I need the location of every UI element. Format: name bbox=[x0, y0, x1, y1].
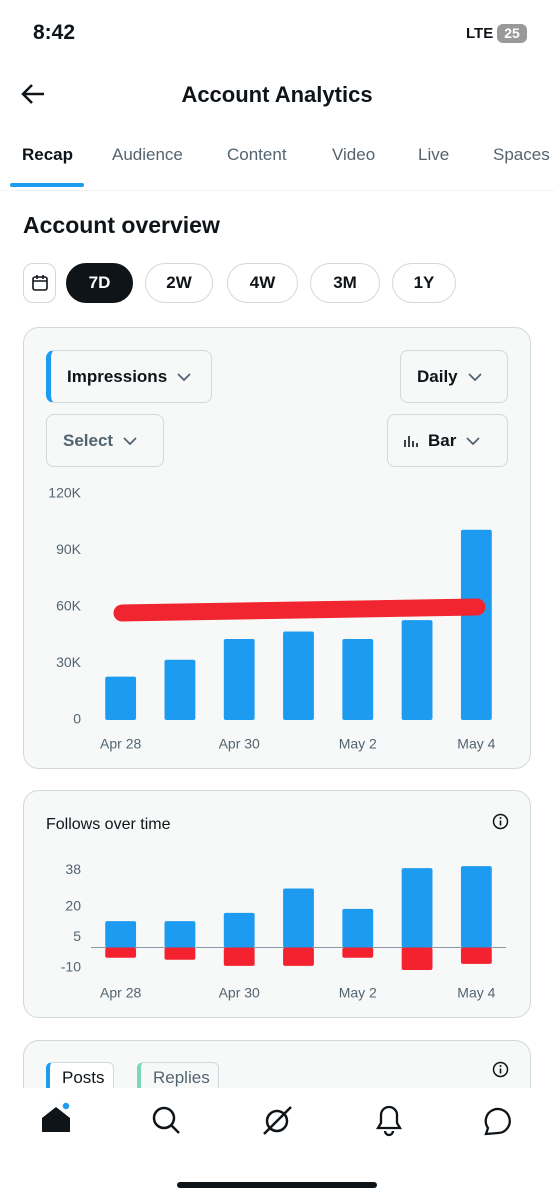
calendar-button[interactable] bbox=[23, 263, 56, 303]
tab[interactable]: Content bbox=[227, 145, 287, 164]
follows-card bbox=[23, 790, 531, 1018]
back-button[interactable] bbox=[20, 82, 46, 106]
page-title: Account Analytics bbox=[181, 82, 373, 107]
info-icon[interactable] bbox=[492, 1061, 509, 1078]
tab[interactable]: Spaces bbox=[493, 145, 550, 164]
bar bbox=[283, 888, 314, 948]
y-tick-label: 0 bbox=[73, 711, 81, 727]
range-button[interactable]: 4W bbox=[227, 263, 298, 303]
home-icon[interactable] bbox=[42, 1107, 70, 1132]
nav-icons bbox=[42, 1101, 511, 1188]
bar bbox=[164, 921, 196, 948]
x-tick-label: Apr 28 bbox=[100, 985, 141, 1001]
bar bbox=[164, 947, 196, 960]
compare-dropdown[interactable]: Select bbox=[46, 414, 164, 467]
x-tick-label: Apr 30 bbox=[219, 985, 260, 1001]
interval-dropdown[interactable]: Daily bbox=[400, 350, 508, 403]
bar bbox=[460, 866, 492, 948]
section-title: Account overview bbox=[23, 212, 220, 238]
y-tick-label: 120K bbox=[48, 485, 81, 501]
bottom-nav bbox=[0, 1088, 554, 1199]
bar bbox=[342, 908, 374, 948]
range-button[interactable]: 2W bbox=[145, 263, 213, 303]
metric-dropdown[interactable]: Impressions bbox=[46, 350, 212, 403]
y-tick-label: 5 bbox=[73, 928, 81, 944]
y-tick-label: 60K bbox=[56, 598, 82, 614]
bar bbox=[401, 947, 433, 970]
y-tick-label: 90K bbox=[56, 541, 82, 557]
compare: Select bbox=[63, 430, 114, 450]
divider bbox=[0, 190, 554, 191]
tab-indicator bbox=[10, 183, 84, 187]
bar bbox=[105, 947, 137, 958]
y-tick-label: 20 bbox=[65, 898, 81, 914]
bar bbox=[401, 620, 433, 720]
bar bbox=[105, 921, 137, 948]
bar bbox=[164, 659, 196, 720]
info-icon[interactable] bbox=[492, 813, 509, 830]
bar bbox=[223, 639, 255, 720]
bar bbox=[401, 868, 433, 948]
tab[interactable]: Audience bbox=[112, 145, 183, 164]
notifications-icon[interactable] bbox=[375, 1105, 403, 1137]
tab[interactable]: Recap bbox=[22, 145, 74, 164]
y-tick-label: 30K bbox=[56, 654, 82, 670]
metric: Impressions bbox=[67, 366, 168, 386]
interval: Daily bbox=[417, 366, 458, 386]
card-title: Follows over time bbox=[46, 816, 171, 833]
home-indicator bbox=[177, 1182, 377, 1188]
messages-icon[interactable] bbox=[484, 1107, 511, 1136]
bar bbox=[283, 947, 314, 966]
tab[interactable]: Video bbox=[332, 145, 376, 164]
bar bbox=[342, 639, 374, 720]
network: LTE bbox=[466, 25, 494, 42]
range-button[interactable]: 7D bbox=[66, 263, 133, 303]
range-button[interactable]: 1Y bbox=[392, 263, 456, 303]
tab[interactable]: Live bbox=[418, 145, 450, 164]
range-button[interactable]: 3M bbox=[310, 263, 380, 303]
y-tick-label: 38 bbox=[65, 861, 81, 877]
x-tick-label: May 2 bbox=[339, 736, 377, 752]
x-tick-label: May 4 bbox=[457, 985, 495, 1001]
status-time: 8:42 bbox=[33, 21, 76, 44]
y-tick-label: -10 bbox=[61, 959, 81, 975]
bar bbox=[342, 947, 374, 958]
battery: 25 bbox=[497, 24, 527, 43]
bar bbox=[223, 947, 255, 966]
x-tick-label: May 4 bbox=[457, 736, 495, 752]
x-tick-label: Apr 30 bbox=[219, 736, 260, 752]
bar bbox=[460, 529, 492, 720]
x-tick-label: Apr 28 bbox=[100, 736, 141, 752]
bar bbox=[223, 912, 255, 948]
bar bbox=[460, 947, 492, 964]
chart-style-dropdown[interactable]: Bar bbox=[387, 414, 508, 467]
grok-icon[interactable] bbox=[265, 1109, 289, 1133]
x-tick-label: May 2 bbox=[339, 985, 377, 1001]
bar bbox=[105, 676, 137, 720]
chart-style: Bar bbox=[428, 430, 457, 450]
search-icon[interactable] bbox=[152, 1106, 176, 1130]
bar bbox=[283, 631, 314, 720]
